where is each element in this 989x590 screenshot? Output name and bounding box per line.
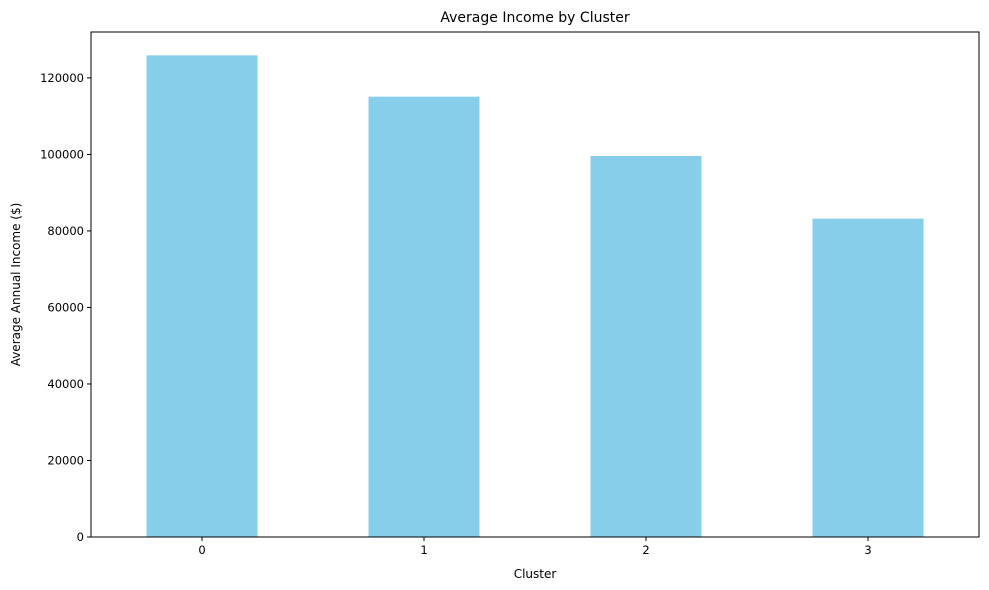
y-tick-label: 80000 <box>47 224 84 238</box>
bar-cluster-1 <box>368 96 480 537</box>
y-tick-label: 40000 <box>47 377 84 391</box>
chart-title: Average Income by Cluster <box>440 10 629 26</box>
y-tick-label: 60000 <box>47 300 84 314</box>
bar-cluster-0 <box>146 55 258 537</box>
y-tick-label: 120000 <box>40 71 84 85</box>
x-axis-ticks: 0 1 2 3 <box>198 537 872 557</box>
plot-frame <box>90 31 980 538</box>
bar-cluster-3 <box>812 218 924 538</box>
bar-cluster-2 <box>590 155 702 538</box>
x-tick-label: 0 <box>198 543 205 557</box>
y-axis-ticks: 0 20000 40000 60000 80000 100000 120000 <box>40 71 91 544</box>
x-tick-label: 3 <box>864 543 871 557</box>
x-axis-label: Cluster <box>514 567 557 581</box>
y-tick-label: 0 <box>77 530 84 544</box>
y-axis-label: Average Annual Income ($) <box>9 203 23 367</box>
x-tick-label: 2 <box>642 543 649 557</box>
y-tick-label: 20000 <box>47 453 84 467</box>
x-tick-label: 1 <box>420 543 427 557</box>
bars-group <box>146 55 924 538</box>
y-tick-label: 100000 <box>40 147 84 161</box>
